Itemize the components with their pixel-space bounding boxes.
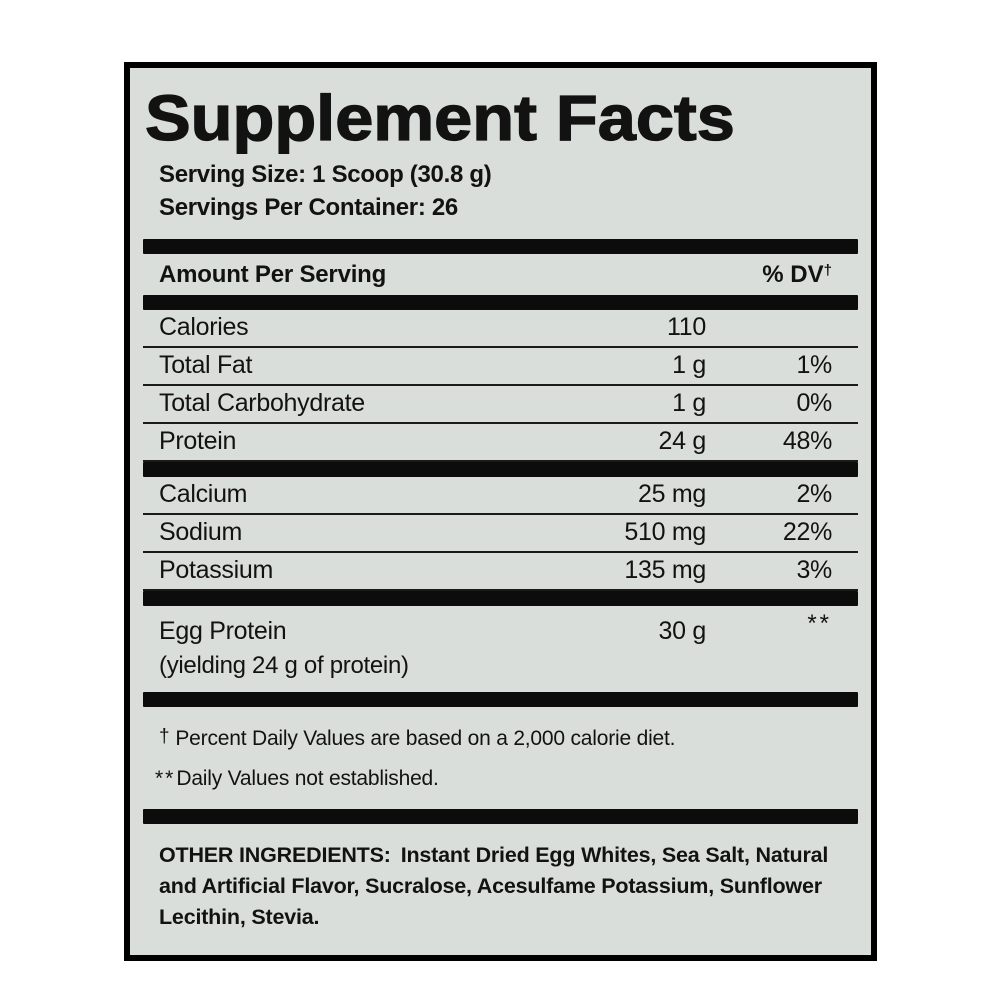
supplement-facts-panel: Supplement Facts Serving Size: 1 Scoop (…: [124, 62, 877, 961]
macro-section: Calories 110 Total Fat 1 g 1% Total Carb…: [143, 310, 858, 462]
serving-size: Serving Size: 1 Scoop (30.8 g): [159, 161, 492, 188]
other-ingredients-label: OTHER INGREDIENTS:: [159, 843, 391, 867]
nutrient-row-egg-protein: Egg Protein 30 g **: [143, 606, 858, 650]
thick-divider-bar: [143, 462, 858, 477]
nutrient-name: Potassium: [159, 556, 274, 584]
dagger-symbol: †: [823, 261, 832, 279]
nutrient-row-calcium: Calcium 25 mg 2%: [143, 477, 858, 515]
other-ingredients-text: Instant Dried Egg Whites, Sea Salt, Natu…: [159, 843, 829, 929]
footnote-daily-values: † Percent Daily Values are based on a 2,0…: [159, 726, 858, 751]
thick-divider-bar: [143, 591, 858, 606]
percent-dv-label: % DV†: [762, 261, 858, 289]
nutrient-amount: 1 g: [672, 351, 706, 379]
footnote-text: Percent Daily Values are based on a 2,00…: [175, 727, 676, 750]
double-asterisk-symbol: **: [155, 767, 176, 790]
nutrient-dv: 1%: [796, 351, 832, 379]
nutrient-name: Sodium: [159, 518, 242, 546]
nutrient-amount: 30 g: [658, 617, 707, 645]
mineral-section: Calcium 25 mg 2% Sodium 510 mg 22% Potas…: [143, 477, 858, 591]
nutrient-row-total-carbohydrate: Total Carbohydrate 1 g 0%: [143, 386, 858, 424]
thick-divider-bar: [143, 809, 858, 824]
nutrient-dv: 22%: [782, 518, 832, 546]
nutrient-row-calories: Calories 110: [143, 310, 858, 348]
nutrient-amount: 510 mg: [624, 518, 706, 546]
nutrient-amount: 135 mg: [624, 556, 706, 584]
column-header-row: Amount Per Serving % DV†: [143, 254, 858, 295]
nutrient-row-sodium: Sodium 510 mg 22%: [143, 515, 858, 553]
nutrient-dv: 2%: [796, 480, 832, 508]
footnote-text: Daily Values not established.: [176, 767, 439, 790]
nutrient-name: Egg Protein: [159, 617, 287, 645]
panel-title: Supplement Facts: [144, 82, 735, 154]
nutrient-amount: 24 g: [658, 427, 707, 455]
nutrient-name: Calcium: [159, 480, 248, 508]
nutrient-row-protein: Protein 24 g 48%: [143, 424, 858, 462]
percent-dv-text: % DV: [762, 260, 824, 288]
nutrient-dv: 0%: [796, 389, 832, 417]
thick-divider-bar: [143, 239, 858, 254]
thick-divider-bar: [143, 692, 858, 707]
other-ingredients: OTHER INGREDIENTS: Instant Dried Egg Whit…: [159, 840, 854, 933]
footnote-not-established: **Daily Values not established.: [155, 767, 858, 791]
nutrient-name: Total Fat: [159, 351, 253, 379]
dagger-symbol: †: [159, 726, 170, 747]
nutrient-row-total-fat: Total Fat 1 g 1%: [143, 348, 858, 386]
nutrient-amount: 110: [667, 313, 706, 341]
nutrient-amount: 1 g: [672, 389, 706, 417]
amount-per-serving-label: Amount Per Serving: [159, 260, 387, 288]
thick-divider-bar: [143, 295, 858, 310]
servings-per-container: Servings Per Container: 26: [159, 194, 458, 221]
nutrient-amount: 25 mg: [638, 480, 706, 508]
nutrient-dv: 48%: [782, 427, 832, 455]
nutrient-dv: 3%: [796, 556, 832, 584]
nutrient-name: Protein: [159, 427, 237, 455]
nutrient-name: Total Carbohydrate: [159, 389, 365, 417]
nutrient-name: Calories: [159, 313, 249, 341]
egg-protein-section: Egg Protein 30 g ** (yielding 24 g of pr…: [143, 606, 858, 692]
nutrient-row-potassium: Potassium 135 mg 3%: [143, 553, 858, 591]
egg-protein-yield-note: (yielding 24 g of protein): [159, 652, 409, 679]
nutrient-dv-asterisks: **: [807, 610, 832, 637]
